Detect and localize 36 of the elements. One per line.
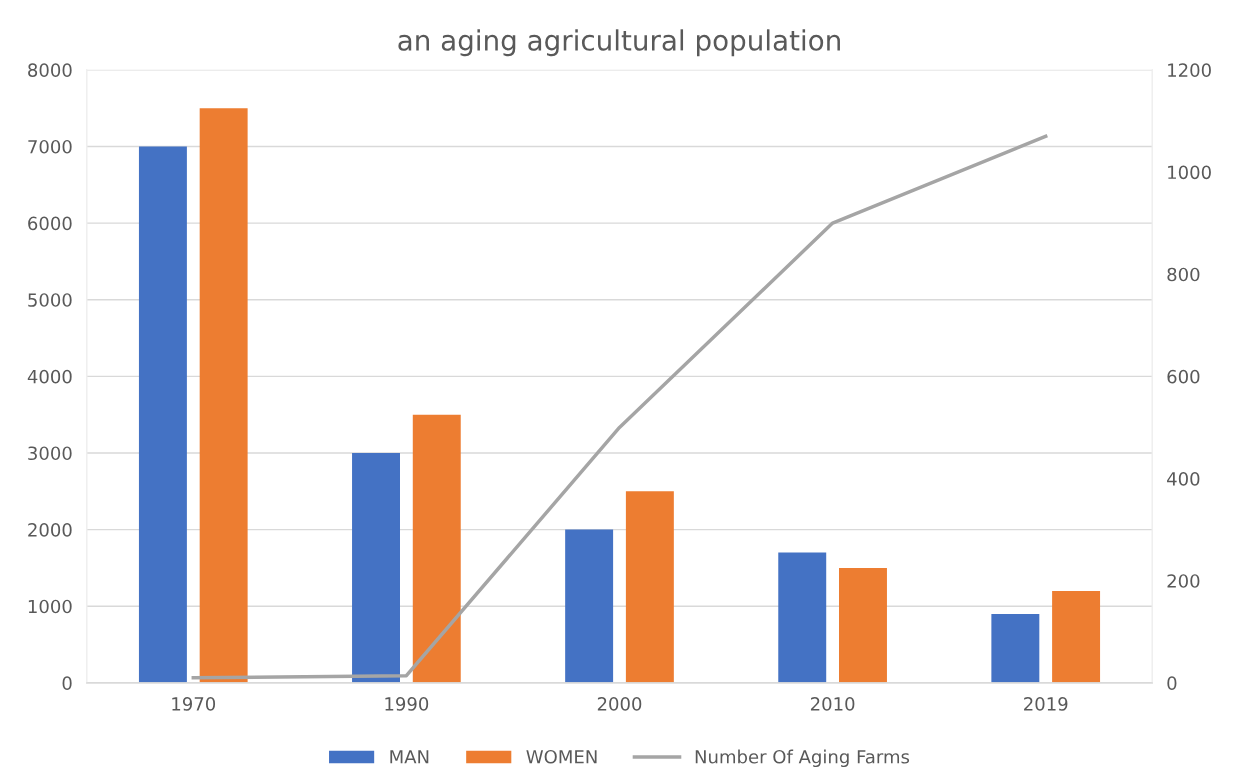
bar (1052, 590, 1101, 683)
y2-tick-label: 0 (1167, 676, 1177, 690)
y2-tick-label: 800 (1167, 267, 1200, 282)
y-tick-label: 4000 (27, 369, 72, 384)
bar (991, 613, 1040, 683)
x-tick-label: 2019 (1024, 697, 1068, 711)
y-tick-label: 1000 (28, 599, 72, 614)
x-tick-label: 1990 (385, 697, 429, 711)
bar (138, 146, 187, 683)
bar (778, 552, 827, 683)
y-tick-label: 0 (62, 676, 72, 690)
bar (352, 452, 400, 683)
y2-tick-label: 200 (1167, 574, 1200, 588)
y2-tick-label: 1000 (1168, 165, 1211, 180)
x-tick-label: 2000 (597, 697, 642, 711)
y2-tick-label: 600 (1167, 369, 1200, 384)
y-tick-label: 5000 (28, 293, 72, 307)
bar (625, 491, 674, 683)
y-tick-label: 7000 (28, 139, 72, 154)
legend-label: Number Of Aging Farms (695, 749, 910, 768)
bar (199, 108, 248, 683)
y2-tick-label: 400 (1167, 471, 1200, 486)
y-tick-label: 2000 (28, 523, 72, 537)
bar (565, 529, 614, 683)
chart-title: an aging agricultural population (398, 29, 840, 57)
bar (839, 567, 887, 683)
x-tick-label: 2010 (810, 697, 855, 711)
line-series (191, 134, 1048, 680)
y-tick-label: 3000 (28, 446, 72, 461)
y-tick-label: 8000 (28, 63, 72, 77)
x-tick-label: 1970 (172, 697, 216, 711)
y2-tick-label: 1200 (1168, 63, 1211, 77)
y-tick-label: 6000 (28, 216, 72, 231)
legend-label: WOMEN (526, 749, 597, 764)
bar (412, 414, 461, 683)
legend-label: MAN (390, 750, 429, 764)
